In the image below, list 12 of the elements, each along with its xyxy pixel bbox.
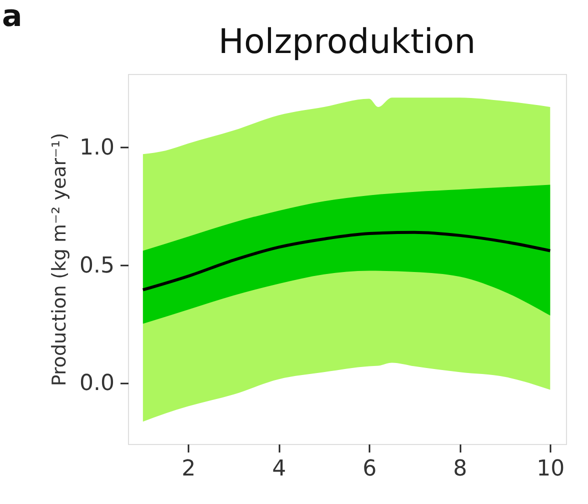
- chart-title: Holzproduktion: [218, 22, 476, 62]
- x-tick-label: 6: [362, 456, 377, 482]
- x-tick-label: 10: [536, 456, 565, 482]
- y-tick-label: 0.5: [80, 253, 114, 278]
- y-axis-title: Production (kg m⁻² year⁻¹): [48, 132, 71, 386]
- y-tick-label: 0.0: [80, 371, 114, 396]
- text: a: [2, 0, 22, 34]
- x-tick-label: 8: [453, 456, 468, 482]
- y-tick-label: 1.0: [80, 136, 114, 161]
- line-series: [141, 230, 552, 292]
- x-tick-label: 4: [272, 456, 286, 482]
- x-tick-label: 2: [182, 456, 196, 482]
